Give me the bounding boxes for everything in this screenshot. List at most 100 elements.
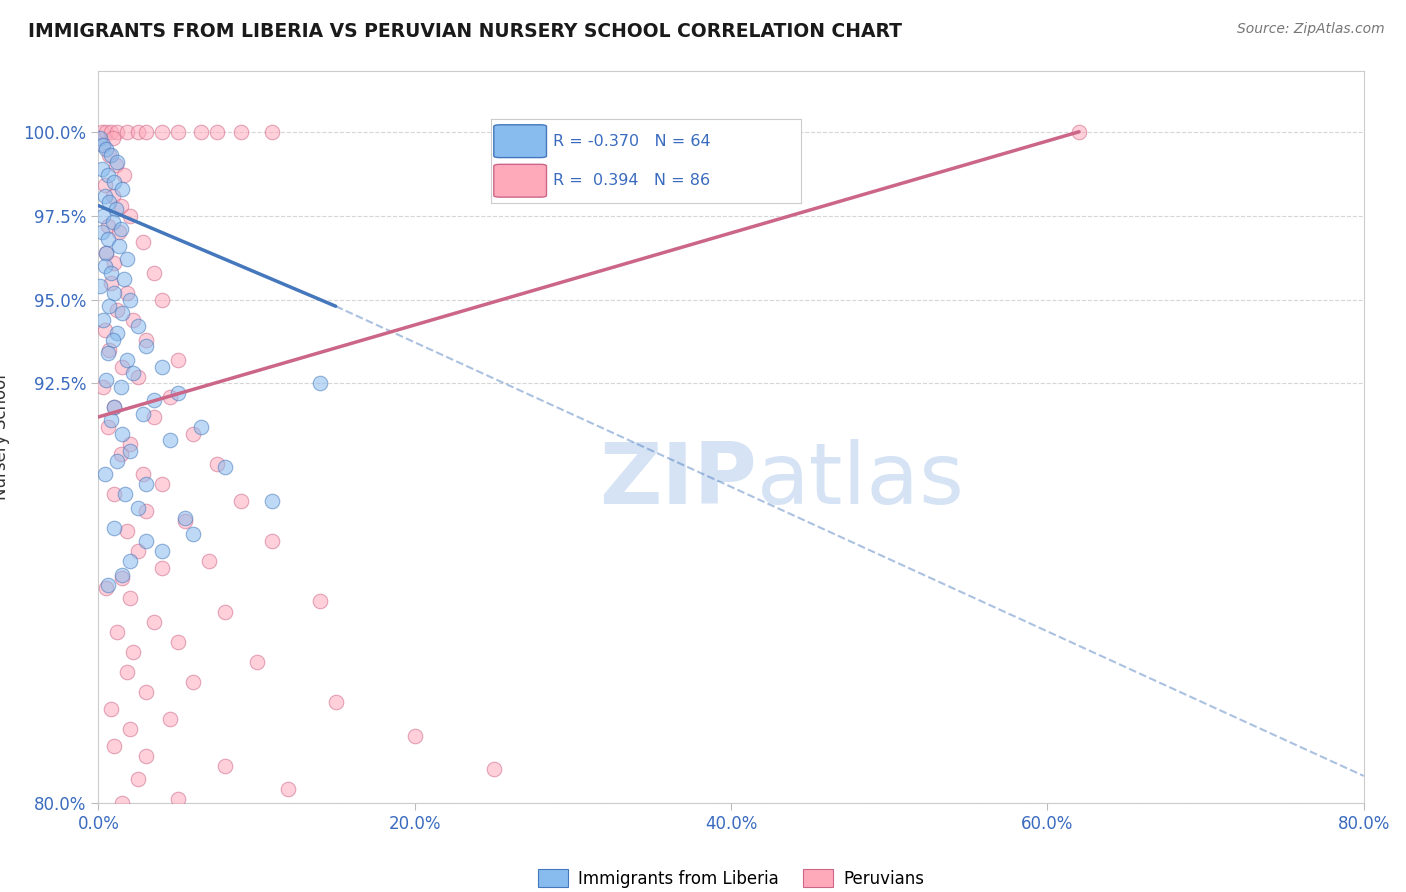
Point <box>135 477 157 491</box>
Point <box>107 125 129 139</box>
Point <box>97 420 120 434</box>
Point <box>183 527 205 541</box>
Point <box>103 400 125 414</box>
Point <box>127 500 149 515</box>
Point <box>190 420 212 434</box>
Point <box>325 695 347 709</box>
Point <box>111 796 134 810</box>
Point <box>89 279 111 293</box>
Point <box>132 467 155 481</box>
Point <box>107 624 129 639</box>
Point <box>1069 125 1091 139</box>
Point <box>104 158 127 172</box>
Point <box>142 266 165 280</box>
Point <box>100 125 122 139</box>
Point <box>115 665 138 679</box>
Point <box>111 567 134 582</box>
Point <box>97 346 120 360</box>
Point <box>120 209 141 223</box>
Point <box>97 578 120 592</box>
Y-axis label: Nursery School: Nursery School <box>0 374 10 500</box>
Point <box>174 510 197 524</box>
Point <box>100 148 122 162</box>
Point <box>103 487 125 501</box>
Point <box>159 712 181 726</box>
Point <box>122 645 145 659</box>
Point <box>111 306 134 320</box>
Point <box>120 722 141 736</box>
Point <box>107 453 129 467</box>
Text: atlas: atlas <box>756 440 965 523</box>
Point <box>111 359 134 374</box>
Point <box>89 131 111 145</box>
Point <box>98 195 121 210</box>
Point <box>262 534 284 549</box>
Point <box>150 125 173 139</box>
Point <box>132 235 155 250</box>
Point <box>93 178 117 193</box>
Point <box>107 326 129 340</box>
Point <box>122 367 145 381</box>
Point <box>246 655 269 669</box>
Point <box>110 198 132 212</box>
Point <box>150 359 173 374</box>
Point <box>166 352 188 367</box>
Point <box>96 142 118 156</box>
Point <box>190 125 212 139</box>
Point <box>309 594 332 608</box>
Point <box>93 259 117 273</box>
Point <box>122 312 145 326</box>
Point <box>101 333 124 347</box>
Point <box>90 161 112 176</box>
Point <box>150 561 173 575</box>
Point <box>214 605 236 619</box>
Text: Source: ZipAtlas.com: Source: ZipAtlas.com <box>1237 22 1385 37</box>
Point <box>214 759 236 773</box>
Point <box>159 434 181 448</box>
Point <box>97 169 120 183</box>
Point <box>101 131 124 145</box>
Point <box>108 239 131 253</box>
Point <box>96 245 118 260</box>
Point <box>111 571 134 585</box>
Point <box>159 390 181 404</box>
Point <box>135 333 157 347</box>
Point <box>142 409 165 424</box>
Point <box>96 373 118 387</box>
Point <box>205 125 228 139</box>
Point <box>93 467 117 481</box>
Point <box>103 285 125 300</box>
Point <box>107 155 129 169</box>
Point <box>110 380 132 394</box>
Point <box>91 209 114 223</box>
Point <box>114 487 136 501</box>
Point <box>100 702 122 716</box>
Point <box>115 252 138 267</box>
Point <box>91 138 114 153</box>
Point <box>115 524 138 538</box>
Point <box>90 226 112 240</box>
Point <box>93 188 117 202</box>
Point <box>98 299 121 313</box>
Point <box>115 125 138 139</box>
Point <box>90 125 112 139</box>
Point <box>100 266 122 280</box>
Point <box>97 219 120 233</box>
Point <box>93 323 117 337</box>
Point <box>96 245 118 260</box>
Point <box>111 426 134 441</box>
Text: ZIP: ZIP <box>599 440 756 523</box>
Point <box>150 544 173 558</box>
Point <box>103 521 125 535</box>
Point <box>96 125 118 139</box>
Point <box>404 729 426 743</box>
Point <box>262 125 284 139</box>
Point <box>135 685 157 699</box>
Point <box>112 169 135 183</box>
Point <box>101 215 124 229</box>
Point <box>120 591 141 606</box>
Point <box>107 302 129 317</box>
Point <box>111 182 134 196</box>
Point <box>103 175 125 189</box>
Text: IMMIGRANTS FROM LIBERIA VS PERUVIAN NURSERY SCHOOL CORRELATION CHART: IMMIGRANTS FROM LIBERIA VS PERUVIAN NURS… <box>28 22 903 41</box>
